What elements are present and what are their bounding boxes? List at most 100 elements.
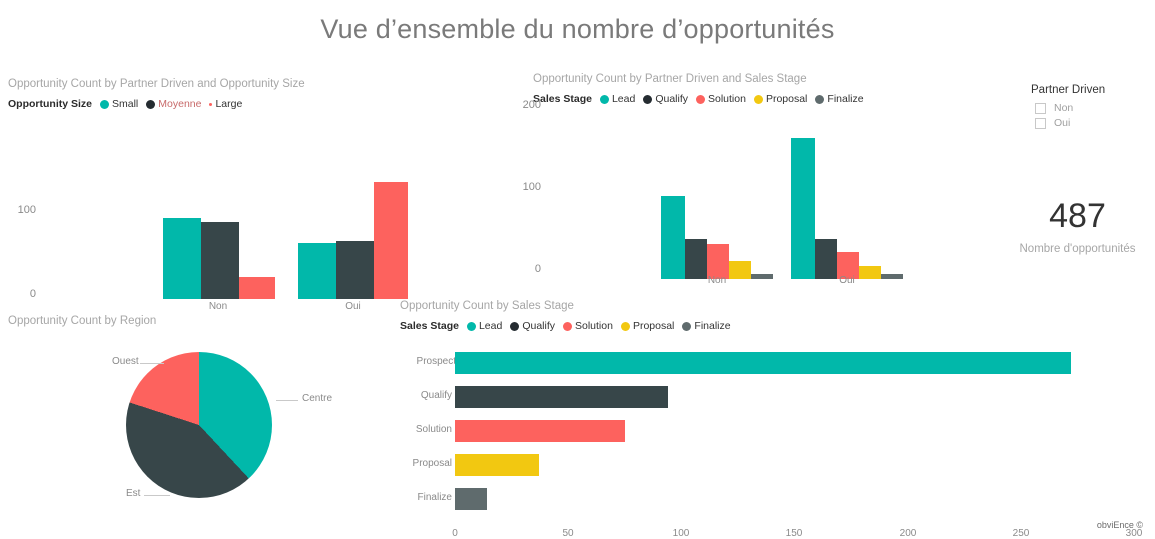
legend-title: Sales Stage [400, 320, 459, 332]
legend-swatch-icon [563, 321, 572, 331]
x-tick-100: 100 [672, 528, 690, 539]
bar-qualify-non[interactable] [685, 239, 707, 279]
legend-label: Large [215, 98, 243, 110]
legend-swatch-icon [209, 102, 213, 106]
visual-title: Opportunity Count by Partner Driven and … [8, 78, 305, 90]
plot-area: 100 0 Non Oui [8, 118, 428, 312]
slicer-item-label: Non [1054, 102, 1074, 114]
slicer-item-non[interactable]: Non [1035, 102, 1151, 114]
category-label-proposal: Proposal [412, 458, 452, 469]
y-tick-200: 200 [522, 99, 541, 111]
checkbox-icon[interactable] [1035, 117, 1046, 129]
legend-swatch-icon [696, 94, 705, 104]
bar-large-non[interactable] [239, 277, 275, 299]
bar-moyenne-oui[interactable] [336, 241, 374, 299]
x-tick-200: 200 [899, 528, 917, 539]
pie-label-centre: Centre [302, 393, 333, 404]
x-tick-0: 0 [452, 528, 458, 539]
legend-item-large[interactable]: Large [209, 98, 242, 110]
y-tick-100: 100 [17, 204, 36, 216]
slicer-header: Partner Driven [1031, 84, 1106, 96]
bar-proposal-oui[interactable] [859, 266, 881, 279]
bar-finalize-oui[interactable] [881, 274, 903, 279]
pie-leader-line-ouest [140, 363, 164, 364]
bar-prospect[interactable] [455, 352, 1071, 374]
pie-label-est: Est [126, 488, 141, 499]
legend-sales-stage: Sales Stage Lead Qualify Solution Propos… [533, 93, 1003, 105]
visual-kpi-card[interactable]: 487 Nombre d'opportunités [1000, 197, 1155, 256]
bar-small-non[interactable] [163, 218, 201, 299]
legend-label: Finalize [827, 93, 864, 105]
plot-area: 200 100 0 Non Oui [523, 99, 1003, 308]
visual-opportunity-count-by-region[interactable]: Opportunity Count by Region Centre Ouest… [8, 315, 408, 520]
kpi-value: 487 [1049, 197, 1106, 235]
legend-item-small[interactable]: Small [100, 98, 138, 110]
legend-sales-stage: Sales Stage Lead Qualify Solution Propos… [400, 320, 1155, 332]
bar-solution[interactable] [455, 420, 625, 442]
bar-moyenne-non[interactable] [201, 222, 239, 299]
legend-label: Finalize [694, 320, 731, 332]
legend-item-lead[interactable]: Lead [466, 320, 503, 332]
legend-swatch-icon [100, 99, 109, 109]
bar-qualify-oui[interactable] [815, 239, 837, 279]
bar-small-oui[interactable] [298, 243, 336, 299]
kpi-label: Nombre d'opportunités [1019, 243, 1136, 256]
bar-group-non [661, 109, 773, 279]
category-label-prospect: Prospect [416, 356, 456, 367]
bar-finalize[interactable] [455, 488, 487, 510]
legend-swatch-icon [620, 321, 630, 331]
checkbox-icon[interactable] [1035, 102, 1046, 114]
pie-slices[interactable] [126, 352, 272, 498]
legend-item-moyenne[interactable]: Moyenne [146, 98, 201, 110]
bar-solution-oui[interactable] [837, 252, 859, 279]
bar-qualify[interactable] [455, 386, 668, 408]
legend-item-qualify[interactable]: Qualify [510, 320, 555, 332]
legend-item-lead[interactable]: Lead [599, 93, 636, 105]
category-label-finalize: Finalize [417, 492, 452, 503]
category-label-oui: Oui [839, 275, 855, 286]
visual-title: Opportunity Count by Partner Driven and … [533, 73, 807, 85]
y-tick-0: 0 [29, 288, 36, 300]
slicer-partner-driven[interactable]: Partner Driven Non Oui [1031, 84, 1151, 132]
x-tick-300: 300 [1125, 528, 1143, 539]
legend-item-finalize[interactable]: Finalize [815, 93, 864, 105]
category-label-oui: Oui [345, 301, 361, 312]
bar-proposal-non[interactable] [729, 261, 751, 279]
legend-item-proposal[interactable]: Proposal [620, 320, 674, 332]
slicer-item-oui[interactable]: Oui [1035, 117, 1151, 129]
bar-proposal[interactable] [455, 454, 539, 476]
legend-item-finalize[interactable]: Finalize [682, 320, 731, 332]
page-title: Vue d’ensemble du nombre d’opportunités [320, 14, 835, 44]
plot-area: Prospect Qualify Solution Proposal Final… [400, 346, 1155, 539]
legend-swatch-icon [815, 94, 825, 104]
legend-label: Lead [611, 93, 636, 105]
pie-leader-line-centre [276, 400, 298, 401]
category-label-non: Non [208, 301, 228, 312]
visual-opportunity-count-by-partner-driven-and-opportunity-size[interactable]: Opportunity Count by Partner Driven and … [8, 78, 428, 312]
table-row: Prospect [400, 352, 1155, 374]
category-label-solution: Solution [415, 424, 452, 435]
legend-item-proposal[interactable]: Proposal [753, 93, 807, 105]
bar-lead-non[interactable] [661, 196, 685, 279]
legend-item-qualify[interactable]: Qualify [643, 93, 688, 105]
legend-item-solution[interactable]: Solution [696, 93, 746, 105]
bar-lead-oui[interactable] [791, 138, 815, 279]
x-tick-150: 150 [785, 528, 803, 539]
legend-title: Sales Stage [533, 93, 592, 105]
legend-label: Small [112, 98, 139, 110]
bar-finalize-non[interactable] [751, 274, 773, 279]
legend-swatch-icon [643, 94, 653, 104]
pie-leader-line-est [144, 495, 170, 496]
legend-swatch-icon [466, 321, 476, 331]
table-row: Proposal [400, 454, 1155, 476]
table-row: Solution [400, 420, 1155, 442]
legend-label: Qualify [655, 93, 688, 105]
y-tick-0: 0 [534, 263, 541, 275]
pie-chart[interactable] [126, 352, 272, 498]
legend-item-solution[interactable]: Solution [563, 320, 613, 332]
visual-opportunity-count-by-sales-stage[interactable]: Opportunity Count by Sales Stage Sales S… [400, 300, 1155, 539]
legend-label: Lead [478, 320, 503, 332]
bar-solution-non[interactable] [707, 244, 729, 279]
visual-opportunity-count-by-partner-driven-and-sales-stage[interactable]: Opportunity Count by Partner Driven and … [523, 73, 1003, 286]
bar-large-oui[interactable] [374, 182, 408, 299]
